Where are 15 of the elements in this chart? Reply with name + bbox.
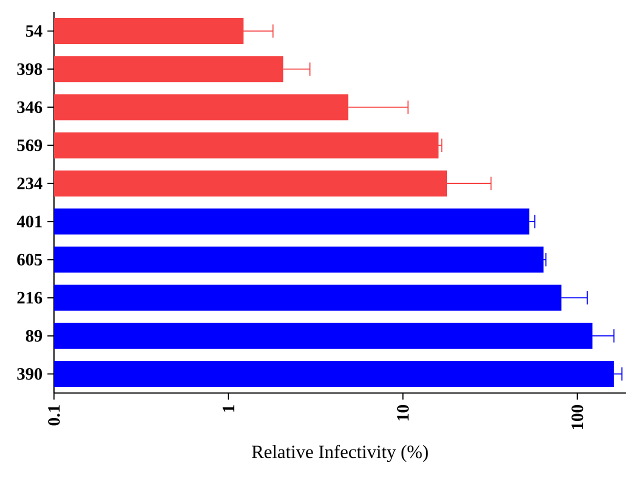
y-tick-label: 89 xyxy=(26,330,42,342)
x-axis-title: Relative Infectivity (%) xyxy=(252,444,428,462)
x-tick-label: 1 xyxy=(222,405,234,412)
x-tick-label: 10 xyxy=(397,405,409,420)
y-tick-label: 234 xyxy=(17,178,42,190)
x-tick-label: 0.1 xyxy=(48,405,60,426)
y-tick-label: 54 xyxy=(26,25,42,37)
y-tick-label: 398 xyxy=(17,63,42,75)
y-tick-label: 401 xyxy=(16,216,42,228)
x-tick-label: 100 xyxy=(572,405,584,429)
y-tick-label: 605 xyxy=(17,254,42,266)
y-tick-label: 216 xyxy=(17,292,42,304)
y-tick-label: 390 xyxy=(17,368,42,380)
y-tick-label: 569 xyxy=(17,140,42,152)
y-tick-label: 346 xyxy=(17,101,42,114)
